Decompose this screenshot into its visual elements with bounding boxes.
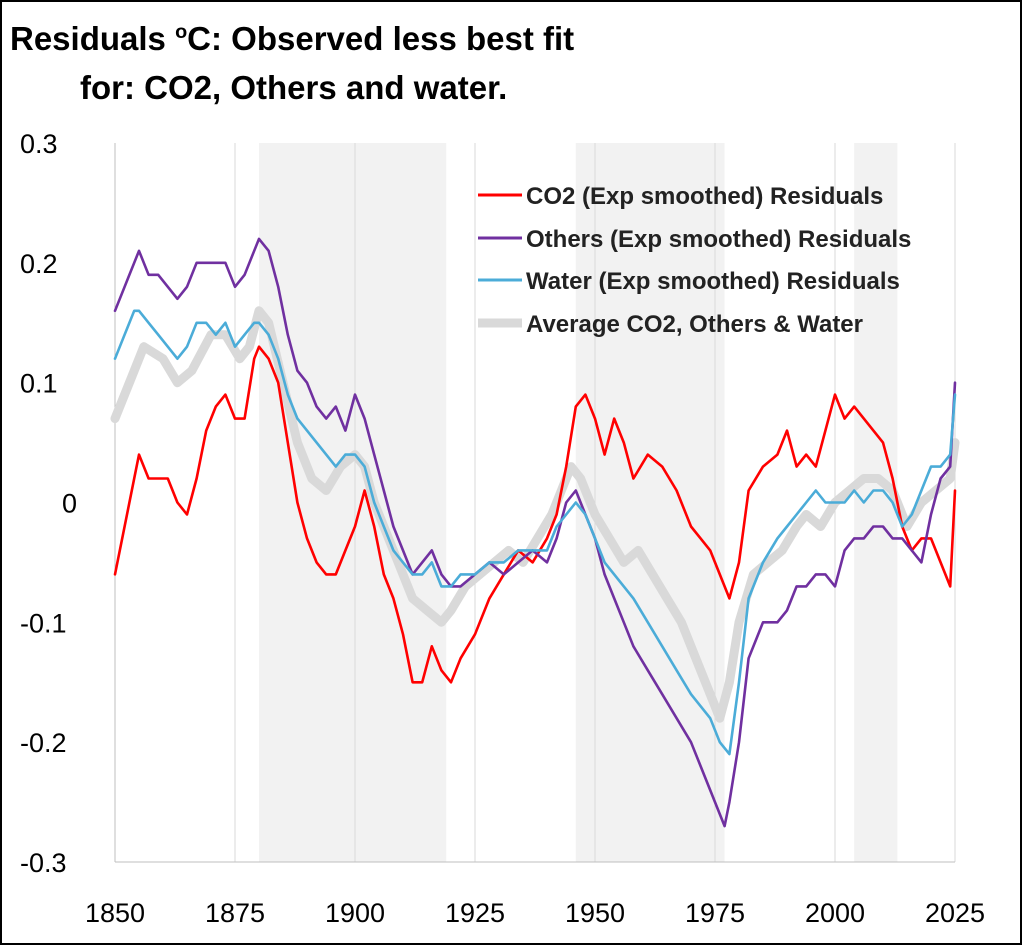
x-tick-label-1925: 1925 [445, 898, 505, 928]
legend-label-3: Average CO2, Others & Water [526, 311, 863, 338]
chart-title-line2: for: CO2, Others and water. [80, 69, 508, 106]
y-tick-label-5: -0.2 [20, 728, 67, 758]
x-tick-label-2025: 2025 [925, 898, 985, 928]
x-tick-label-1900: 1900 [325, 898, 385, 928]
x-tick-label-2000: 2000 [805, 898, 865, 928]
shaded-periods [259, 143, 898, 862]
y-tick-label-3: 0 [62, 489, 77, 519]
x-tick-label-1975: 1975 [685, 898, 745, 928]
degree-superscript: o [175, 21, 188, 43]
x-tick-label-1875: 1875 [205, 898, 265, 928]
y-tick-label-2: 0.1 [20, 369, 58, 399]
legend: CO2 (Exp smoothed) Residuals Others (Exp … [478, 183, 911, 338]
legend-label-0: CO2 (Exp smoothed) Residuals [526, 183, 883, 210]
y-tick-label-0: 0.3 [20, 129, 58, 159]
legend-label-1: Others (Exp smoothed) Residuals [526, 226, 911, 253]
shaded-period-2 [854, 143, 898, 862]
axes [114, 143, 955, 863]
series-line-average-co2-others-water [110, 306, 960, 723]
chart-title-line1: Residuals oC: Observed less best fit [10, 20, 575, 57]
y-tick-label-1: 0.2 [20, 249, 58, 279]
y-tick-label-4: -0.1 [20, 608, 67, 638]
legend-label-2: Water (Exp smoothed) Residuals [526, 268, 900, 295]
x-tick-label-1850: 1850 [85, 898, 145, 928]
shaded-period-0 [259, 143, 447, 862]
series-line-water-exp-smoothed-residuals [113, 309, 957, 756]
tick-labels: 0.3 0.2 0.1 0 -0.1 -0.2 -0.3 1850 1875 1900 1925 19… [20, 129, 985, 928]
x-tick-label-1950: 1950 [565, 898, 625, 928]
series-lines [110, 237, 960, 828]
y-tick-label-6: -0.3 [20, 848, 67, 878]
shaded-period-1 [575, 143, 725, 862]
